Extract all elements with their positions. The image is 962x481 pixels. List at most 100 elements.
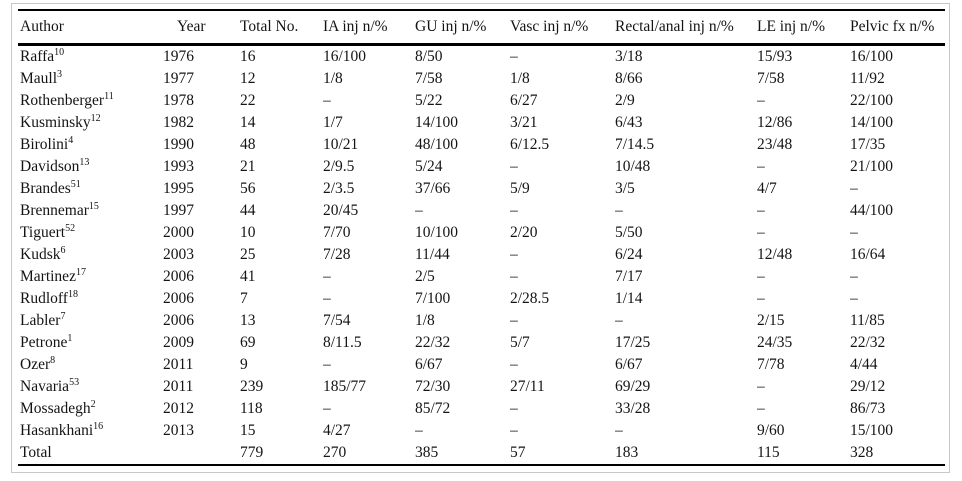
author-name: Martinez — [20, 268, 76, 285]
table-row: Kudsk6 2003 25 7/28 11/44–6/24 12/48 16/64 — [18, 244, 945, 266]
table-row: Hasankhani16 2013 15 4/27– – –9/60 15/100 — [18, 420, 945, 442]
data-cell: 1/7 — [323, 114, 343, 131]
column-header: IA inj n/% — [323, 10, 415, 46]
author-name: Navaria — [20, 378, 70, 395]
data-cell: 48 — [240, 136, 256, 153]
data-cell: 41 — [240, 268, 256, 285]
data-cell: 2/9 — [615, 92, 635, 109]
data-cell: – — [510, 268, 518, 285]
column-header: Pelvic fx n/% — [850, 10, 945, 46]
data-cell: 12 — [240, 70, 256, 87]
data-cell: 3/5 — [615, 180, 635, 197]
reference-number: 7 — [60, 310, 66, 322]
author-name: Raffa — [20, 48, 55, 65]
data-cell: 2/20 — [510, 224, 538, 241]
data-cell: 10/48 — [615, 158, 651, 175]
data-cell: – — [757, 400, 765, 417]
table-row: Labler7 2006 13 7/54 1/8– –2/15 11/85 — [18, 310, 945, 332]
data-cell: 15/93 — [757, 48, 793, 65]
reference-number: 11 — [104, 90, 114, 102]
author-cell: Birolini4 — [18, 134, 163, 156]
data-cell: – — [323, 400, 331, 417]
author-name: Brandes — [20, 180, 71, 197]
table-row: Navaria53 2011 239 185/77 72/30 27/11 69/29–29… — [18, 376, 945, 398]
data-cell: 5/7 — [510, 334, 530, 351]
data-cell: 2003 — [163, 246, 194, 263]
data-cell: 2/15 — [757, 312, 785, 329]
data-cell: 7/58 — [757, 70, 785, 87]
data-cell: – — [757, 290, 765, 307]
data-cell: 4/7 — [757, 180, 777, 197]
table-row: Petrone1 2009 69 8/11.5 22/32 5/7 17/25 24/35 22… — [18, 332, 945, 354]
data-cell: 10/100 — [415, 224, 459, 241]
data-cell: – — [615, 422, 623, 439]
author-name: Brennemar — [20, 202, 89, 219]
author-name: Ozer — [20, 356, 51, 373]
data-cell: 2006 — [163, 268, 194, 285]
author-name: Kusminsky — [20, 114, 91, 131]
table-body: Raffa10 1976 16 16/100 8/50–3/18 15/93 16/100 M… — [18, 45, 945, 466]
data-cell: 1976 — [163, 48, 194, 65]
data-cell: – — [415, 202, 423, 219]
data-cell: 7/70 — [323, 224, 351, 241]
reference-number: 3 — [57, 68, 63, 80]
table-row: Raffa10 1976 16 16/100 8/50–3/18 15/93 16/100 — [18, 45, 945, 69]
reference-number: 12 — [90, 112, 101, 124]
data-cell: 1/14 — [615, 290, 643, 307]
data-cell: 1990 — [163, 136, 194, 153]
data-cell: – — [757, 224, 765, 241]
column-header: LE inj n/% — [757, 10, 850, 46]
table-row: Tiguert52 2000 10 7/70 10/100 2/20 5/50– – — [18, 222, 945, 244]
data-cell: – — [757, 268, 765, 285]
data-cell: 1982 — [163, 114, 194, 131]
author-name: Hasankhani — [20, 422, 94, 439]
reference-number: 2 — [90, 398, 96, 410]
total-cell: 270 — [323, 444, 347, 461]
data-cell: 12/48 — [757, 246, 793, 263]
data-cell: 11/44 — [415, 246, 450, 263]
column-header: Total No. — [240, 10, 323, 46]
data-cell: 1/8 — [415, 312, 435, 329]
data-cell: 8/50 — [415, 48, 443, 65]
author-cell: Brennemar15 — [18, 200, 163, 222]
data-cell: 22/100 — [850, 92, 894, 109]
data-cell: – — [850, 224, 858, 241]
total-cell: 385 — [415, 444, 439, 461]
column-header: Author — [18, 10, 163, 46]
author-name: Rothenberger — [20, 92, 105, 109]
data-cell: 2/3.5 — [323, 180, 355, 197]
total-cell: 183 — [615, 444, 639, 461]
author-name: Davidson — [20, 158, 80, 175]
reference-number: 10 — [54, 46, 65, 58]
author-cell: Davidson13 — [18, 156, 163, 178]
data-cell: 15 — [240, 422, 256, 439]
data-cell: 5/9 — [510, 180, 530, 197]
reference-number: 13 — [79, 156, 90, 168]
data-cell: 6/27 — [510, 92, 538, 109]
data-cell: 2000 — [163, 224, 194, 241]
data-cell: 17/25 — [615, 334, 651, 351]
reference-number: 15 — [88, 200, 99, 212]
data-cell: 44 — [240, 202, 256, 219]
table-row: Rothenberger11 1978 22–5/22 6/27 2/9–22/100 — [18, 90, 945, 112]
reference-number: 1 — [67, 332, 73, 344]
data-cell: 5/22 — [415, 92, 443, 109]
table-row: Maull3 1977 12 1/8 7/58 1/8 8/66 7/58 11/92 — [18, 68, 945, 90]
author-name: Kudsk — [20, 246, 61, 263]
total-cell: 779 — [240, 444, 264, 461]
author-cell: Kudsk6 — [18, 244, 163, 266]
data-cell: 29/12 — [850, 378, 886, 395]
data-cell: 2013 — [163, 422, 194, 439]
reference-number: 18 — [67, 288, 78, 300]
data-cell: 2011 — [163, 378, 194, 395]
data-cell: 10 — [240, 224, 256, 241]
data-cell: 22/32 — [850, 334, 886, 351]
author-cell: Maull3 — [18, 68, 163, 90]
data-cell: 3/18 — [615, 48, 643, 65]
data-cell: 5/50 — [615, 224, 643, 241]
total-label: Total — [20, 444, 52, 461]
reference-number: 52 — [65, 222, 76, 234]
data-cell: 23/48 — [757, 136, 793, 153]
data-cell: – — [323, 92, 331, 109]
data-cell: 7 — [240, 290, 248, 307]
